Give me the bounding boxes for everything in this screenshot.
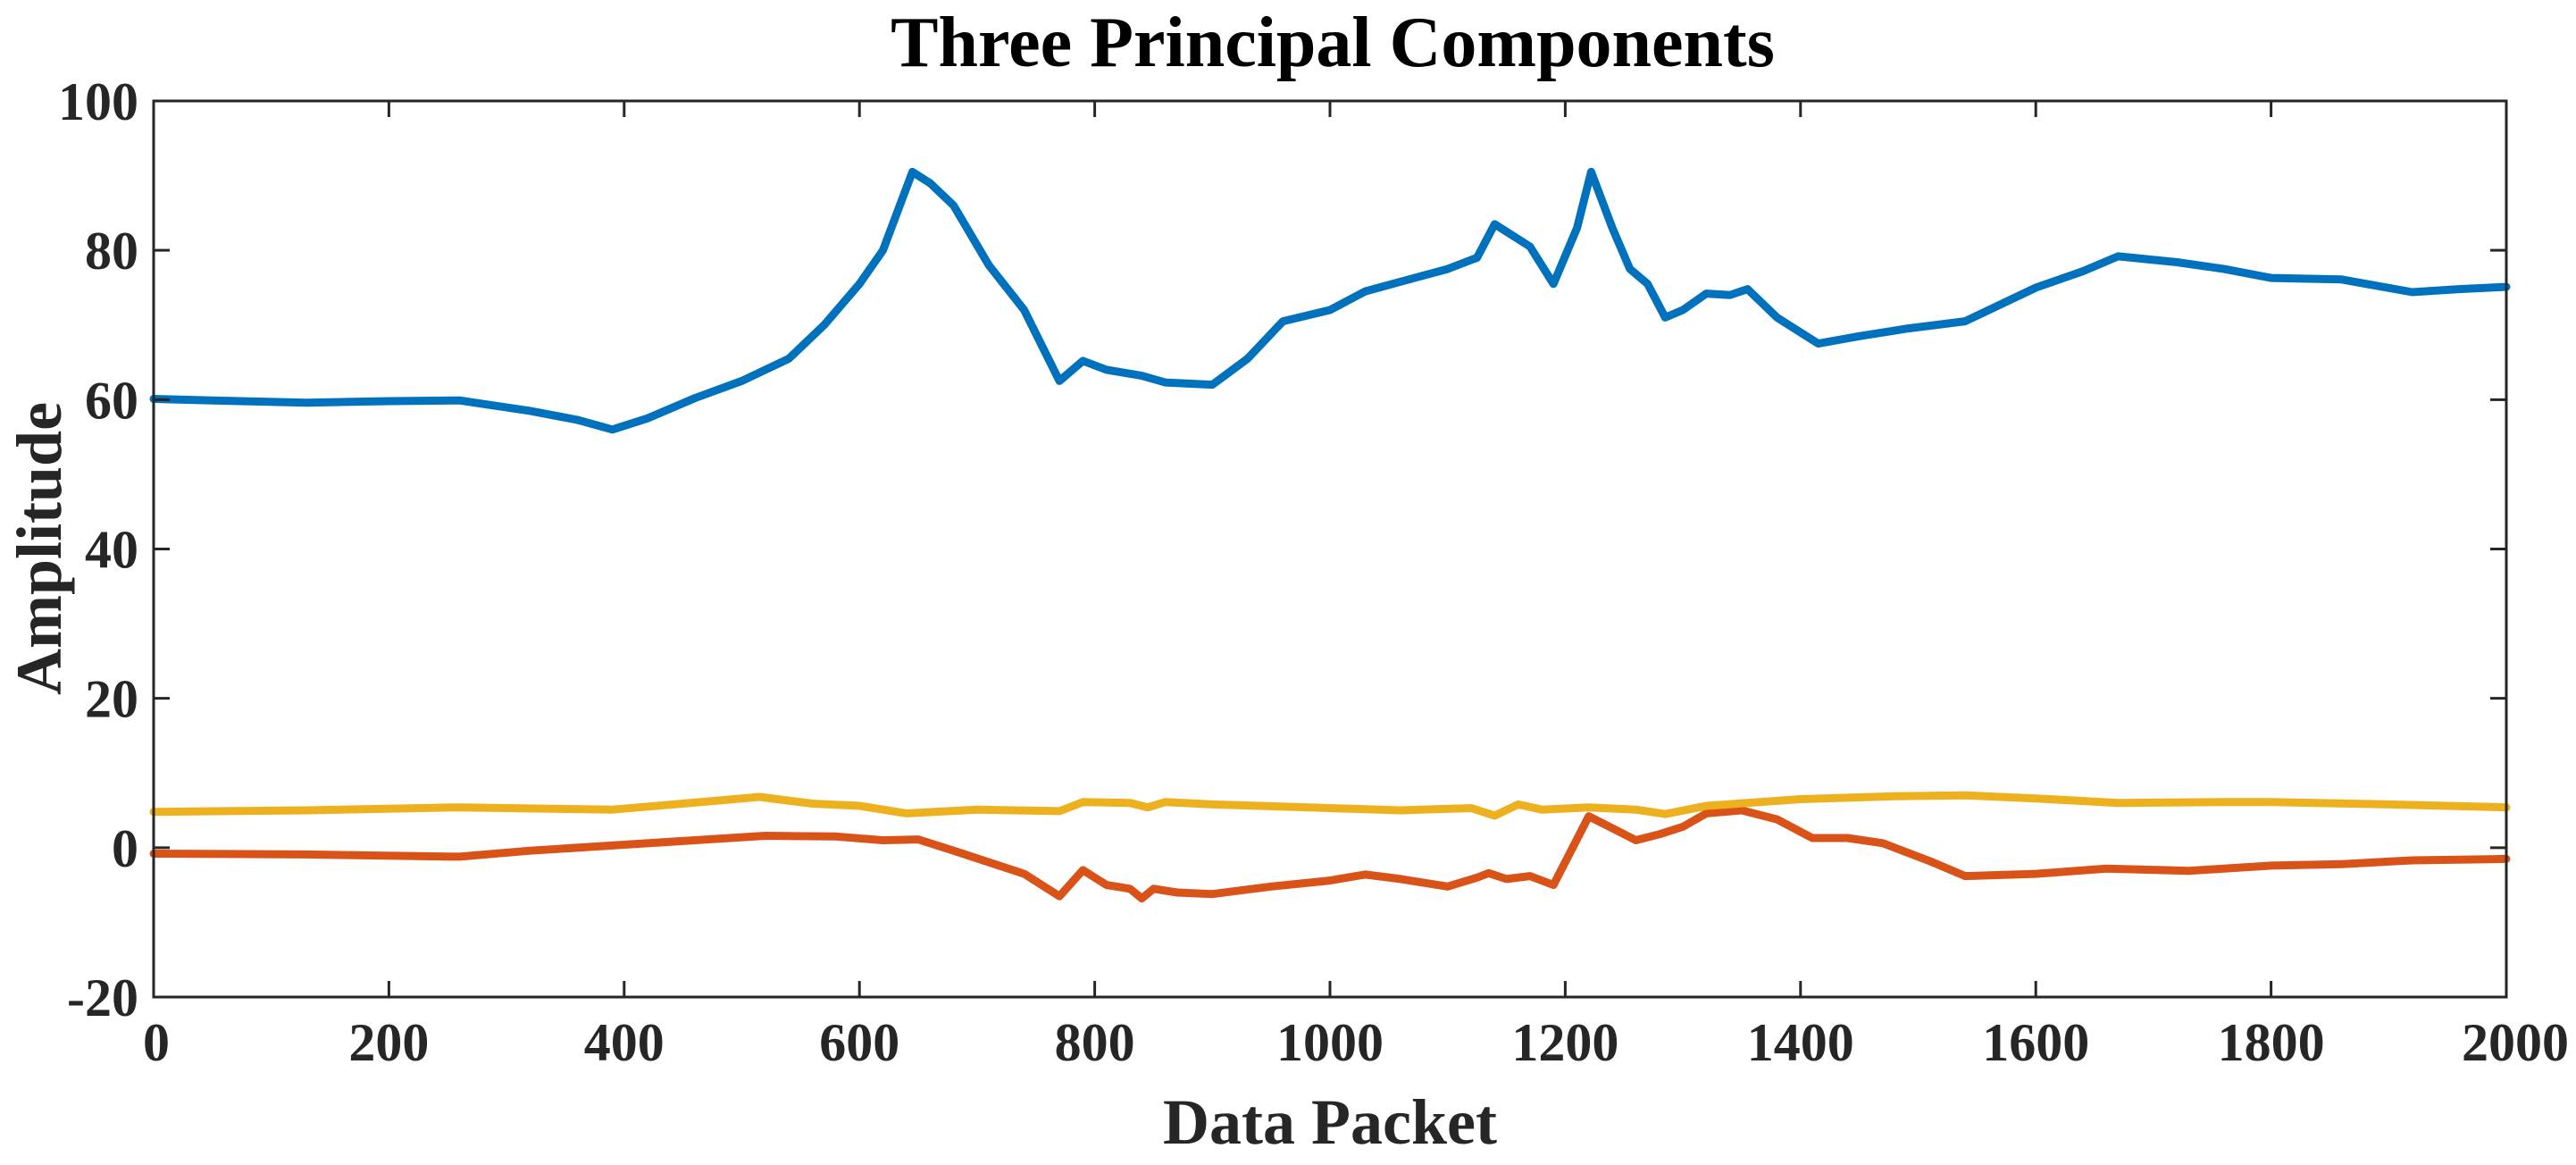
y-tick-label: 20 [85, 670, 138, 729]
x-tick-label: 2000 [2462, 1013, 2569, 1072]
y-tick-label: 60 [85, 371, 138, 430]
chart-title: Three Principal Components [891, 4, 1775, 82]
y-tick-label: 0 [112, 819, 138, 878]
y-tick-label: -20 [67, 968, 138, 1027]
x-tick-label: 1600 [1982, 1013, 2089, 1072]
series-line-2 [149, 806, 2511, 903]
series-line-1 [149, 167, 2511, 434]
plot-frame [152, 99, 2508, 999]
y-axis-label: Amplitude [4, 402, 75, 695]
y-tick-label: 80 [85, 222, 138, 281]
x-tick-label: 0 [143, 1013, 170, 1072]
x-axis-label: Data Packet [1163, 1086, 1497, 1158]
x-tick-label: 400 [584, 1013, 665, 1072]
series-layer [149, 167, 2511, 903]
x-tick-label: 1800 [2218, 1013, 2325, 1072]
series-line-3 [149, 791, 2511, 820]
x-tick-label: 1200 [1511, 1013, 1618, 1072]
x-tick-label: 600 [819, 1013, 899, 1072]
y-tick-label: 100 [58, 72, 138, 131]
x-tick-label: 1400 [1747, 1013, 1854, 1072]
x-tick-label: 800 [1055, 1013, 1135, 1072]
ticks-layer: 0 200 400 600 800 1000 1200 1400 1600 1800 2000-20… [58, 72, 2569, 1072]
x-tick-label: 200 [348, 1013, 429, 1072]
y-tick-label: 40 [85, 521, 138, 580]
x-tick-label: 1000 [1276, 1013, 1384, 1072]
